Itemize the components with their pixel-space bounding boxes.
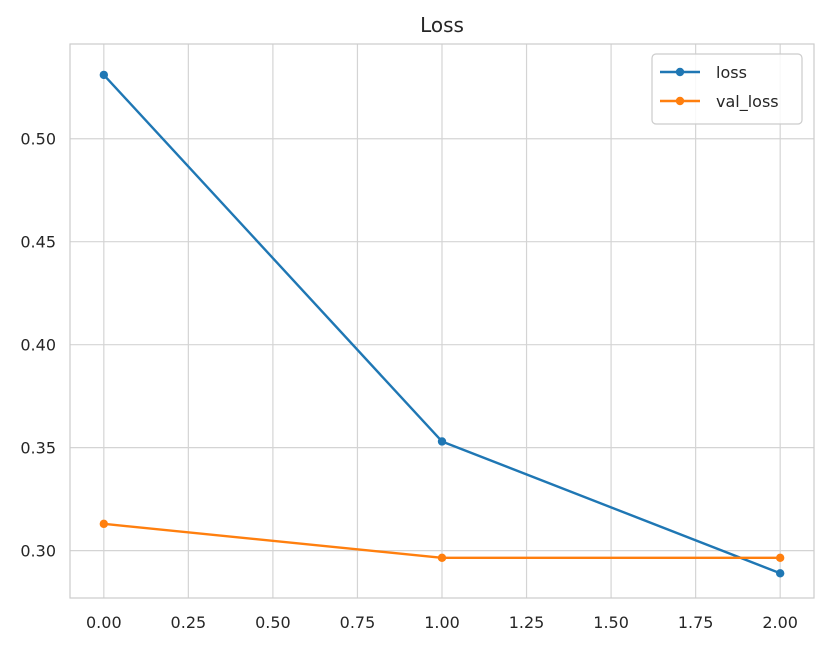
x-tick-label: 0.75 — [340, 613, 376, 632]
x-tick-label: 1.75 — [678, 613, 714, 632]
x-tick-label: 0.50 — [255, 613, 291, 632]
x-tick-label: 1.50 — [593, 613, 629, 632]
y-axis: 0.30 0.35 0.40 0.45 0.50 — [20, 130, 56, 561]
legend-marker — [675, 67, 685, 77]
data-point — [437, 553, 447, 563]
legend-label: val_loss — [716, 92, 779, 112]
x-tick-label: 1.25 — [509, 613, 545, 632]
x-tick-label: 0.25 — [171, 613, 207, 632]
y-tick-label: 0.35 — [20, 439, 56, 458]
x-tick-label: 0.00 — [86, 613, 122, 632]
plot-frame — [69, 43, 815, 599]
series-val_loss — [99, 519, 785, 563]
data-point — [775, 553, 785, 563]
data-point — [99, 70, 109, 80]
data-point — [99, 519, 109, 529]
chart-title: Loss — [420, 13, 464, 37]
y-tick-label: 0.50 — [20, 130, 56, 149]
legend: loss val_loss — [651, 53, 803, 125]
x-tick-label: 1.00 — [424, 613, 460, 632]
legend-marker — [675, 96, 685, 106]
legend-item: val_loss — [660, 92, 779, 112]
series-loss — [99, 70, 785, 578]
y-tick-label: 0.45 — [20, 233, 56, 252]
y-tick-label: 0.40 — [20, 336, 56, 355]
y-tick-label: 0.30 — [20, 542, 56, 561]
x-tick-label: 2.00 — [762, 613, 798, 632]
x-axis: 0.00 0.25 0.50 0.75 1.00 1.25 1.50 1.75 2.00 — [86, 613, 798, 632]
series — [99, 70, 785, 578]
data-point — [437, 437, 447, 446]
data-point — [775, 569, 785, 578]
grid — [70, 44, 814, 598]
legend-label: loss — [716, 63, 747, 82]
legend-item: loss — [660, 63, 747, 82]
